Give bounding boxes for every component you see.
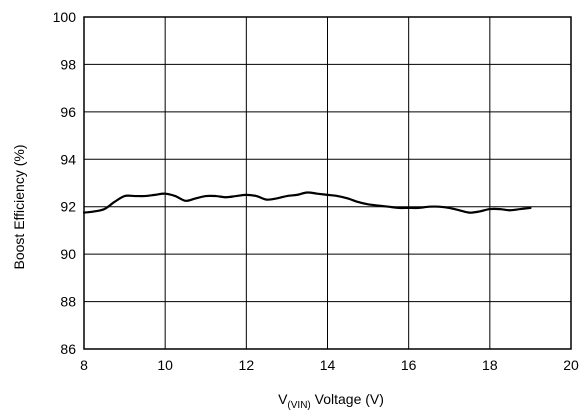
y-tick-label: 100 bbox=[53, 9, 77, 25]
y-tick-label: 92 bbox=[60, 199, 76, 215]
y-tick-label: 94 bbox=[60, 151, 76, 167]
x-axis-label-subscript: (VIN) bbox=[287, 400, 310, 411]
y-tick-label: 98 bbox=[60, 56, 76, 72]
y-axis-label: Boost Efficiency (%) bbox=[11, 144, 27, 269]
y-tick-label: 86 bbox=[60, 341, 76, 357]
y-tick-label: 90 bbox=[60, 246, 76, 262]
x-tick-label: 20 bbox=[563, 357, 579, 373]
x-tick-label: 12 bbox=[239, 357, 255, 373]
x-tick-label: 16 bbox=[401, 357, 417, 373]
y-tick-label: 96 bbox=[60, 104, 76, 120]
x-axis-label: V(VIN) Voltage (V) bbox=[278, 391, 384, 411]
grid-lines bbox=[83, 16, 572, 350]
plot-area bbox=[83, 16, 572, 350]
y-tick-labels: 86 88 90 92 94 96 98 100 bbox=[53, 9, 77, 357]
efficiency-line bbox=[82, 191, 532, 214]
x-axis-label-rest: Voltage (V) bbox=[311, 391, 384, 407]
x-axis-label-main: V bbox=[278, 391, 288, 407]
x-tick-labels: 8 10 12 14 16 18 20 bbox=[80, 357, 579, 373]
y-tick-label: 88 bbox=[60, 294, 76, 310]
x-tick-label: 10 bbox=[157, 357, 173, 373]
x-tick-label: 18 bbox=[482, 357, 498, 373]
x-tick-label: 8 bbox=[80, 357, 88, 373]
x-tick-label: 14 bbox=[320, 357, 336, 373]
